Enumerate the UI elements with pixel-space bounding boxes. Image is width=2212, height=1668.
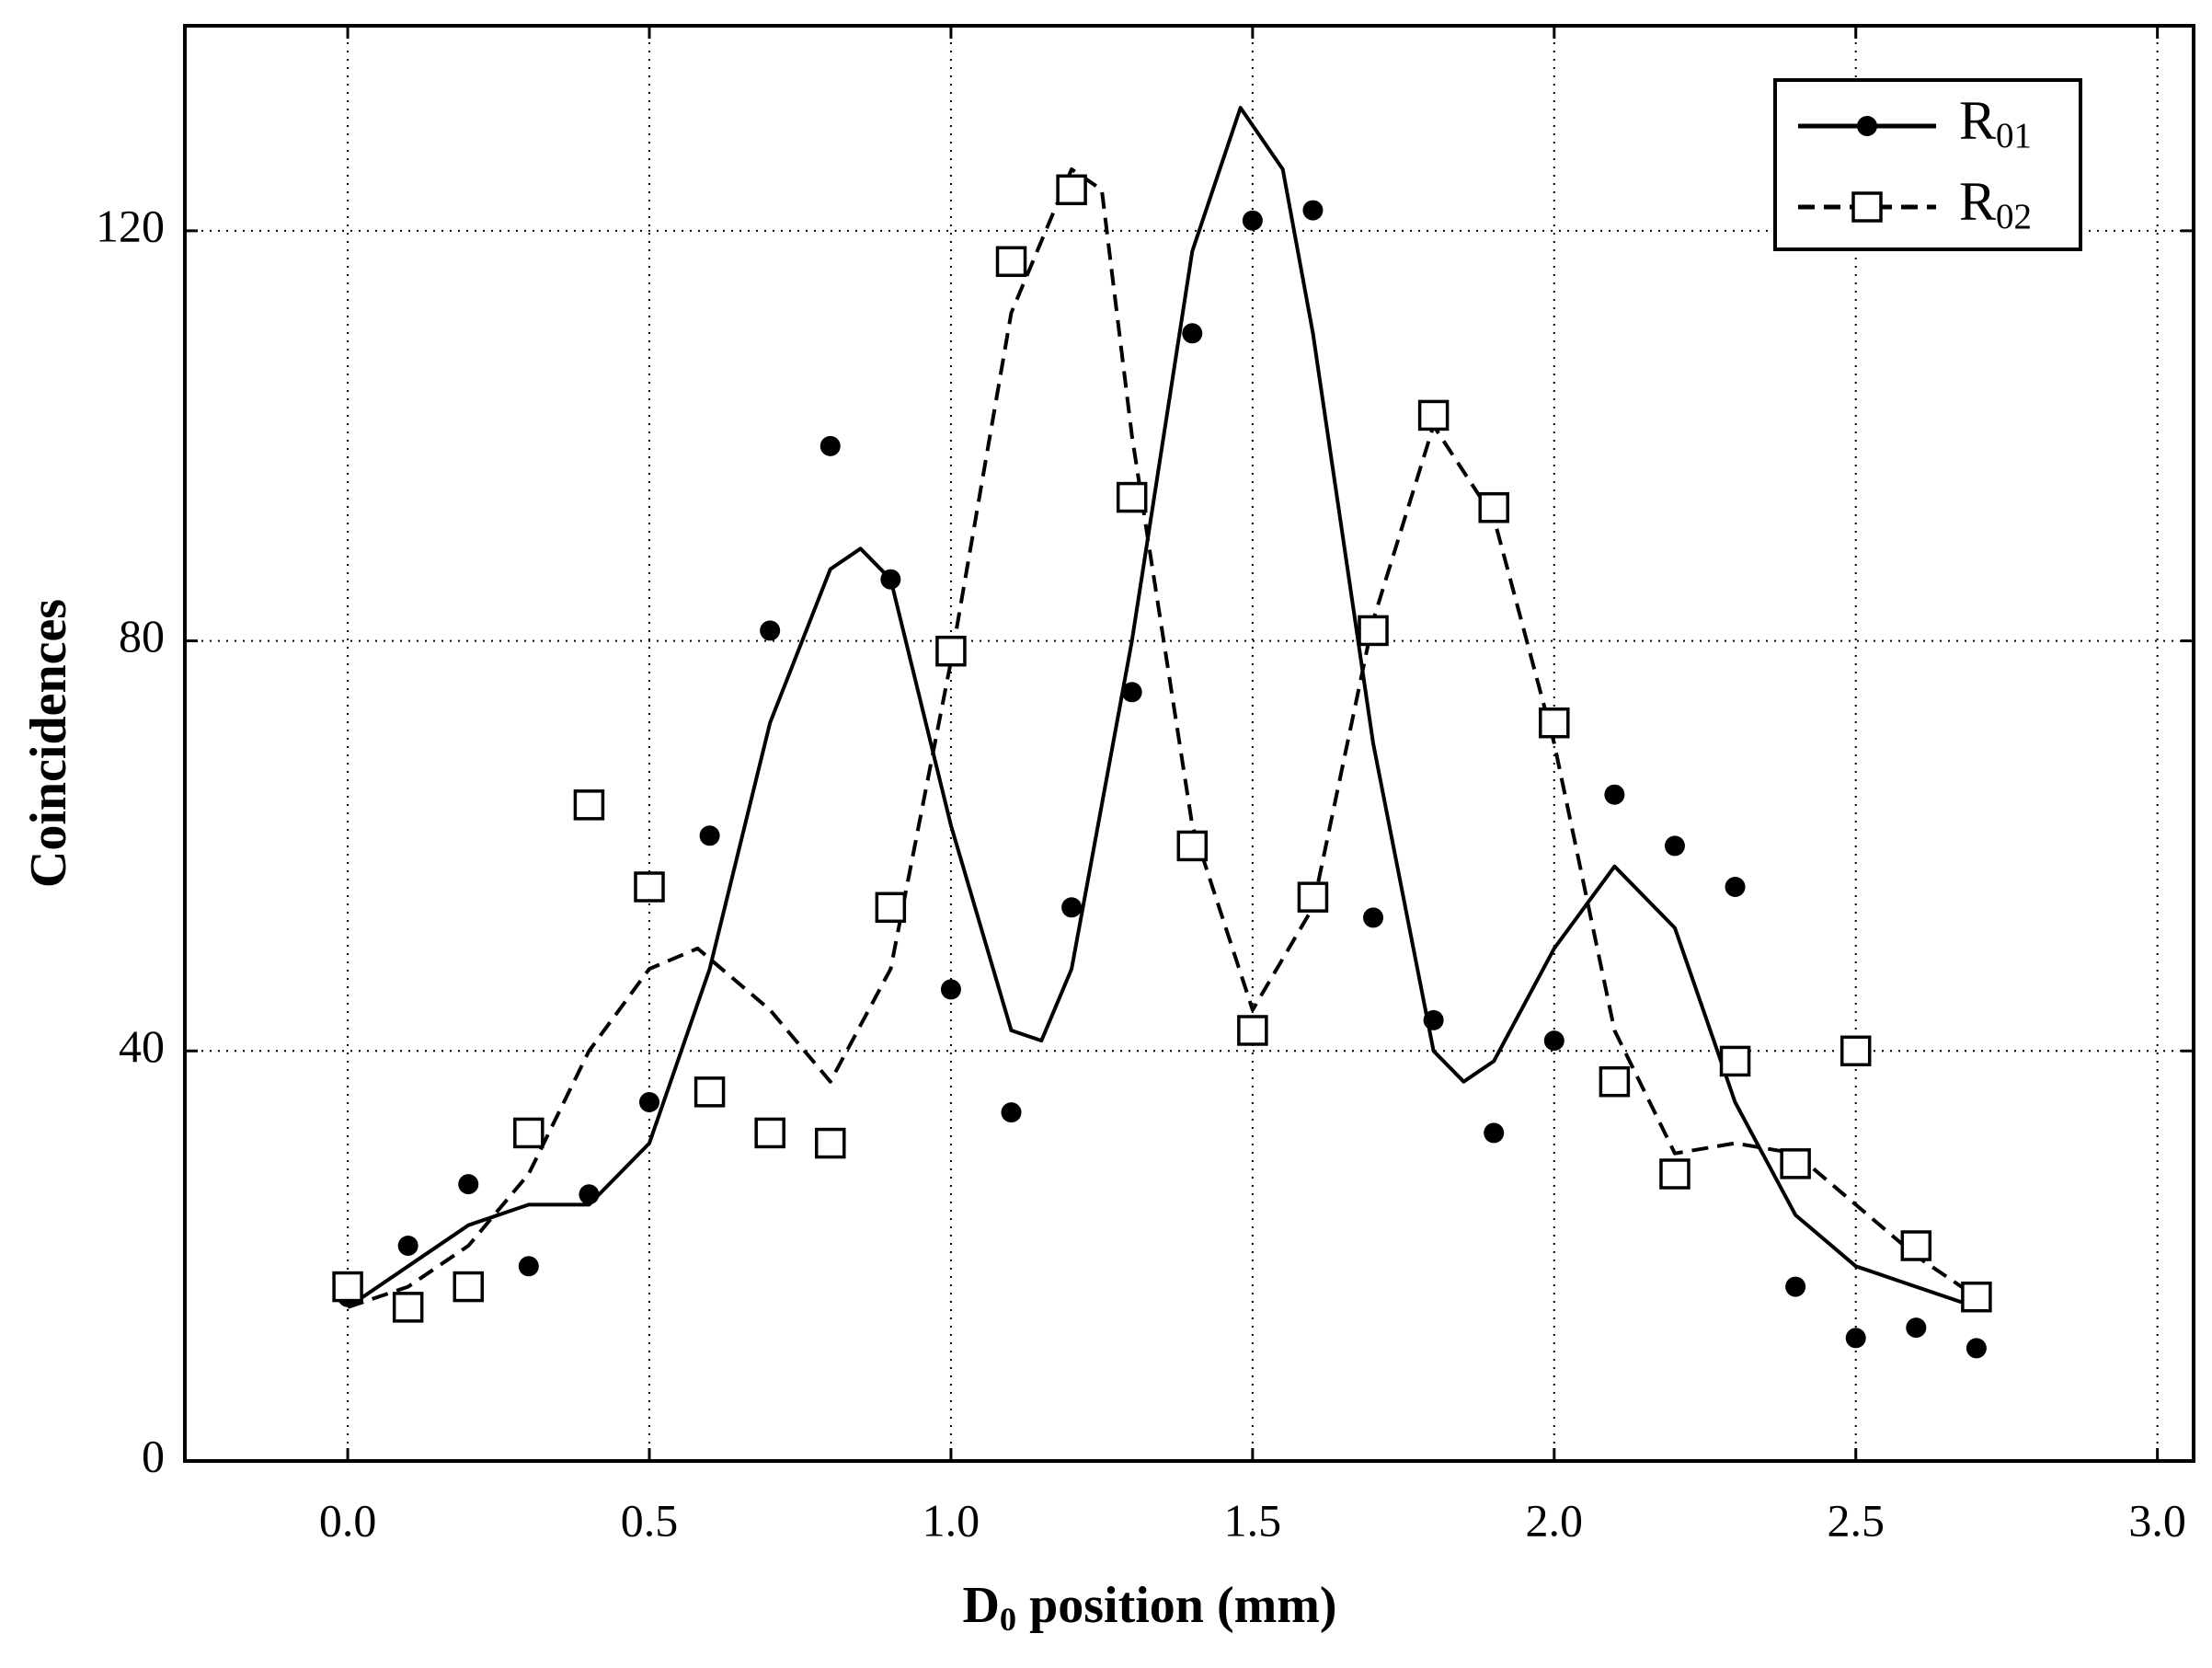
data-point [1478, 491, 1509, 523]
data-point [513, 1117, 544, 1149]
data-point [1719, 1045, 1751, 1077]
data-point [995, 246, 1027, 278]
data-point [1363, 907, 1384, 928]
data-point [940, 979, 961, 1000]
y-tick-label: 80 [119, 610, 165, 661]
data-point [1302, 200, 1324, 221]
data-point [1297, 881, 1329, 913]
data-point [754, 1117, 785, 1149]
data-point [1176, 830, 1209, 862]
data-point [1242, 210, 1263, 231]
data-point [573, 789, 605, 821]
legend-label: R01 [1959, 90, 2032, 155]
data-point [392, 1292, 424, 1323]
data-point [458, 1174, 479, 1195]
x-tick-label: 0.5 [621, 1494, 679, 1546]
data-point [1906, 1317, 1927, 1339]
data-point [1121, 682, 1142, 703]
data-point [634, 871, 665, 903]
plot-frame [183, 24, 2195, 1463]
data-point [579, 1184, 600, 1205]
x-axis-title: D0 position (mm) [962, 1577, 1336, 1639]
data-point [819, 435, 841, 456]
data-point [1845, 1328, 1866, 1349]
data-point [1056, 174, 1087, 206]
data-point [935, 635, 967, 667]
data-point [1966, 1338, 1987, 1359]
data-point [332, 1271, 363, 1303]
y-tick-label: 120 [96, 200, 165, 251]
data-point [1116, 481, 1148, 513]
data-point [518, 1256, 539, 1277]
data-point [1543, 1030, 1564, 1052]
data-point [693, 1076, 726, 1108]
data-point [1664, 835, 1685, 857]
data-point [1061, 897, 1083, 918]
data-point [1484, 1122, 1505, 1144]
data-point [1599, 1065, 1631, 1098]
data-point [1840, 1035, 1872, 1067]
data-point [875, 892, 907, 924]
data-point [1604, 784, 1625, 805]
data-point [880, 569, 901, 590]
data-point [1961, 1281, 1992, 1313]
data-point [1780, 1148, 1811, 1179]
y-tick-label: 40 [119, 1020, 165, 1072]
data-point [639, 1092, 660, 1112]
x-tick-label: 3.0 [2128, 1494, 2186, 1546]
data-point [815, 1127, 846, 1159]
data-point [1725, 877, 1746, 897]
data-point [397, 1236, 418, 1256]
data-point [453, 1271, 485, 1303]
data-point [1417, 399, 1450, 431]
legend-marker [1851, 191, 1883, 223]
legend-marker [1857, 116, 1877, 136]
data-point [1001, 1102, 1022, 1123]
x-tick-label: 2.0 [1526, 1494, 1584, 1546]
fit-line [346, 106, 1977, 1309]
data-point [1237, 1015, 1268, 1046]
legend-box [1773, 78, 2082, 251]
data-point [1900, 1230, 1932, 1261]
data-point [1423, 1009, 1444, 1030]
x-tick-label: 2.5 [1827, 1494, 1885, 1546]
legend-label: R02 [1959, 171, 2032, 236]
y-tick-label: 0 [142, 1430, 165, 1481]
data-point [699, 825, 720, 846]
fit-line [347, 167, 1978, 1309]
data-point [1182, 323, 1203, 344]
x-tick-label: 0.0 [319, 1494, 377, 1546]
data-point [1539, 707, 1570, 739]
data-point [1785, 1276, 1806, 1297]
x-tick-label: 1.5 [1224, 1494, 1282, 1546]
x-tick-label: 1.0 [923, 1494, 980, 1546]
data-point [1358, 615, 1389, 647]
data-point [760, 620, 781, 641]
data-point [1659, 1158, 1691, 1190]
y-axis-title: Coincidences [20, 599, 77, 888]
